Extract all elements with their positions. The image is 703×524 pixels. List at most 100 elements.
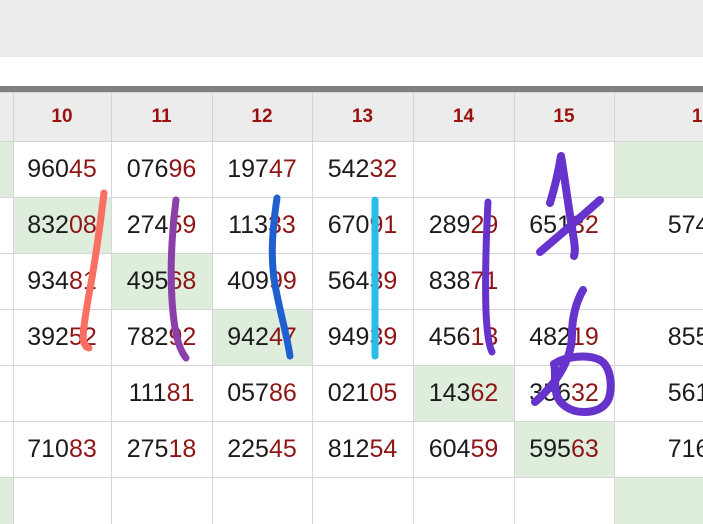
cell-digits-high: 832 — [27, 211, 69, 239]
cell-digits-high: 113 — [228, 211, 269, 239]
grid-cell[interactable] — [412, 141, 515, 198]
column-header-11[interactable]: 11 — [110, 92, 213, 142]
column-header-14[interactable]: 14 — [412, 92, 515, 142]
grid-cell[interactable] — [613, 141, 703, 198]
table-row — [0, 477, 703, 524]
grid-cell[interactable]: 94939 — [311, 309, 414, 366]
cell-digits-low: 47 — [268, 323, 297, 351]
cell-digits-low: 52 — [68, 323, 97, 351]
row-stub-cell[interactable] — [0, 309, 14, 366]
number-grid-table[interactable]: 10 11 12 13 14 15 16 9604507696197475423… — [0, 92, 703, 524]
grid-cell[interactable]: 49568 — [110, 253, 213, 310]
grid-cell[interactable]: 02105 — [311, 365, 414, 422]
cell-digits-high: 289 — [428, 211, 471, 239]
grid-cell[interactable]: 59563 — [513, 421, 615, 478]
grid-cell[interactable]: 83208 — [12, 197, 112, 254]
table-header-row: 10 11 12 13 14 15 16 — [0, 92, 703, 142]
cell-digits-low: 59 — [470, 435, 499, 463]
table-row: 71083275182254581254604595956371638 — [0, 421, 703, 478]
column-header-stub — [0, 92, 14, 142]
grid-cell[interactable]: 60459 — [412, 421, 515, 478]
grid-cell[interactable]: 85543 — [613, 309, 703, 366]
row-stub-cell[interactable] — [0, 197, 14, 254]
grid-cell[interactable]: 57480 — [613, 197, 703, 254]
grid-cell[interactable]: 11181 — [110, 365, 213, 422]
grid-cell[interactable]: 39252 — [12, 309, 112, 366]
cell-digits-high: 604 — [428, 435, 471, 463]
grid-cell[interactable] — [311, 477, 414, 524]
cell-digits-high: 812 — [327, 435, 370, 463]
grid-cell[interactable]: 96045 — [12, 141, 112, 198]
cell-digits-high: 716 — [667, 435, 703, 463]
grid-cell[interactable] — [211, 477, 313, 524]
grid-cell[interactable] — [12, 365, 112, 422]
grid-cell[interactable]: 35632 — [513, 365, 615, 422]
grid-cell[interactable]: 07696 — [110, 141, 213, 198]
grid-cell[interactable]: 71638 — [613, 421, 703, 478]
grid-cell[interactable]: 05786 — [211, 365, 313, 422]
grid-cell[interactable] — [110, 477, 213, 524]
table-row: 83208274591133367091289296513257480 — [0, 197, 703, 254]
grid-cell[interactable]: 65132 — [513, 197, 615, 254]
grid-cell[interactable]: 56185 — [613, 365, 703, 422]
grid-cell[interactable] — [513, 141, 615, 198]
grid-cell[interactable] — [613, 253, 703, 310]
cell-digits-high: 934 — [27, 267, 69, 295]
grid-cell[interactable]: 83871 — [412, 253, 515, 310]
cell-digits-high: 225 — [227, 435, 269, 463]
row-stub-cell[interactable] — [0, 141, 14, 198]
number-grid-container[interactable]: 10 11 12 13 14 15 16 9604507696197475423… — [0, 92, 703, 524]
row-stub-cell[interactable] — [0, 365, 14, 422]
cell-digits-high: 143 — [428, 379, 471, 407]
grid-cell[interactable]: 71083 — [12, 421, 112, 478]
cell-digits-high: 197 — [227, 155, 269, 183]
grid-cell[interactable]: 28929 — [412, 197, 515, 254]
cell-digits-high: 670 — [327, 211, 370, 239]
grid-cell[interactable]: 22545 — [211, 421, 313, 478]
grid-cell[interactable]: 54232 — [311, 141, 414, 198]
row-stub-cell[interactable] — [0, 477, 14, 524]
cell-digits-low: 47 — [268, 155, 297, 183]
column-header-13[interactable]: 13 — [311, 92, 414, 142]
grid-cell[interactable] — [412, 477, 515, 524]
cell-digits-low: 59 — [168, 211, 197, 239]
cell-digits-low: 63 — [570, 435, 599, 463]
table-row: 93481 49568 40999 56439 83871 — [0, 253, 703, 310]
cell-digits-low: 13 — [470, 323, 499, 351]
grid-cell[interactable]: 11333 — [211, 197, 313, 254]
cell-digits-high: 782 — [126, 323, 169, 351]
column-header-12[interactable]: 12 — [211, 92, 313, 142]
grid-cell[interactable]: 78292 — [110, 309, 213, 366]
grid-cell[interactable]: 19747 — [211, 141, 313, 198]
cell-digits-high: 057 — [227, 379, 269, 407]
cell-digits-low: 19 — [570, 323, 599, 351]
column-header-16[interactable]: 16 — [613, 92, 703, 142]
grid-cell[interactable]: 48219 — [513, 309, 615, 366]
grid-cell[interactable] — [513, 253, 615, 310]
cell-digits-high: 542 — [327, 155, 370, 183]
cell-digits-high: 561 — [667, 379, 703, 407]
grid-cell[interactable]: 81254 — [311, 421, 414, 478]
grid-cell[interactable] — [12, 477, 112, 524]
cell-digits-high: 595 — [529, 435, 571, 463]
cell-digits-low: 68 — [168, 267, 197, 295]
grid-cell[interactable] — [613, 477, 703, 524]
column-header-15[interactable]: 15 — [513, 92, 615, 142]
column-header-10[interactable]: 10 — [12, 92, 112, 142]
cell-digits-low: 83 — [68, 435, 97, 463]
grid-cell[interactable]: 40999 — [211, 253, 313, 310]
grid-cell[interactable]: 27459 — [110, 197, 213, 254]
grid-cell[interactable]: 27518 — [110, 421, 213, 478]
grid-cell[interactable]: 67091 — [311, 197, 414, 254]
grid-cell[interactable]: 14362 — [412, 365, 515, 422]
grid-cell[interactable]: 94247 — [211, 309, 313, 366]
row-stub-cell[interactable] — [0, 253, 14, 310]
grid-cell[interactable]: 93481 — [12, 253, 112, 310]
table-row: 111810578602105143623563256185 — [0, 365, 703, 422]
grid-cell[interactable]: 56439 — [311, 253, 414, 310]
cell-digits-low: 62 — [470, 379, 499, 407]
grid-cell[interactable] — [513, 477, 615, 524]
cell-digits-low: 32 — [369, 155, 398, 183]
row-stub-cell[interactable] — [0, 421, 14, 478]
grid-cell[interactable]: 45613 — [412, 309, 515, 366]
